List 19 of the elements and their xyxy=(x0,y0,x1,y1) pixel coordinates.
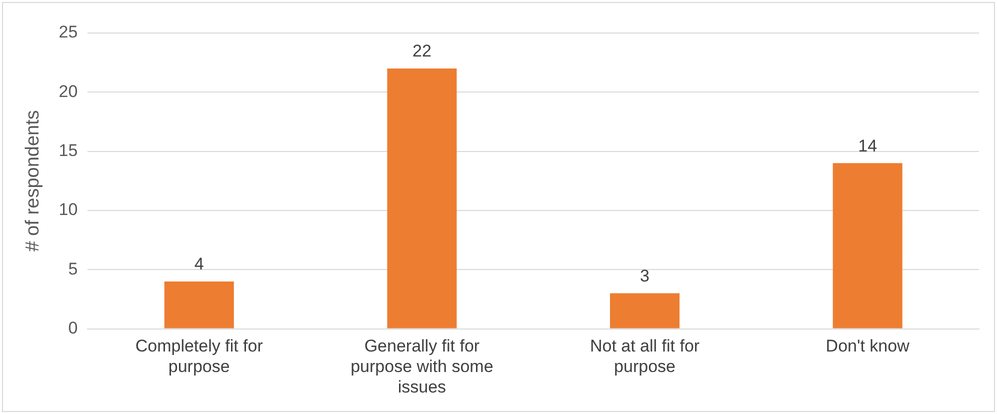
y-tick-label: 15 xyxy=(58,141,78,160)
y-tick-label: 0 xyxy=(68,318,78,338)
bar xyxy=(387,68,457,328)
x-tick-label: Not at all fit for purpose xyxy=(590,336,700,376)
y-axis-title: # of respondents xyxy=(22,110,44,252)
data-label: 22 xyxy=(412,42,432,61)
data-label: 4 xyxy=(194,254,204,274)
y-tick-label: 25 xyxy=(58,22,78,42)
x-tick-label: Don't know xyxy=(826,336,910,356)
y-tick-label: 10 xyxy=(58,200,78,220)
data-label: 14 xyxy=(858,136,878,156)
x-tick-label: Completely fit for purpose xyxy=(135,336,264,376)
y-tick-label: 20 xyxy=(58,82,78,101)
bar xyxy=(164,281,234,328)
bar xyxy=(610,293,680,328)
y-tick-label: 5 xyxy=(68,259,78,278)
x-tick-label: Generally fit for purpose with some issues xyxy=(350,336,494,396)
data-label: 3 xyxy=(640,266,650,286)
bar xyxy=(832,163,902,328)
